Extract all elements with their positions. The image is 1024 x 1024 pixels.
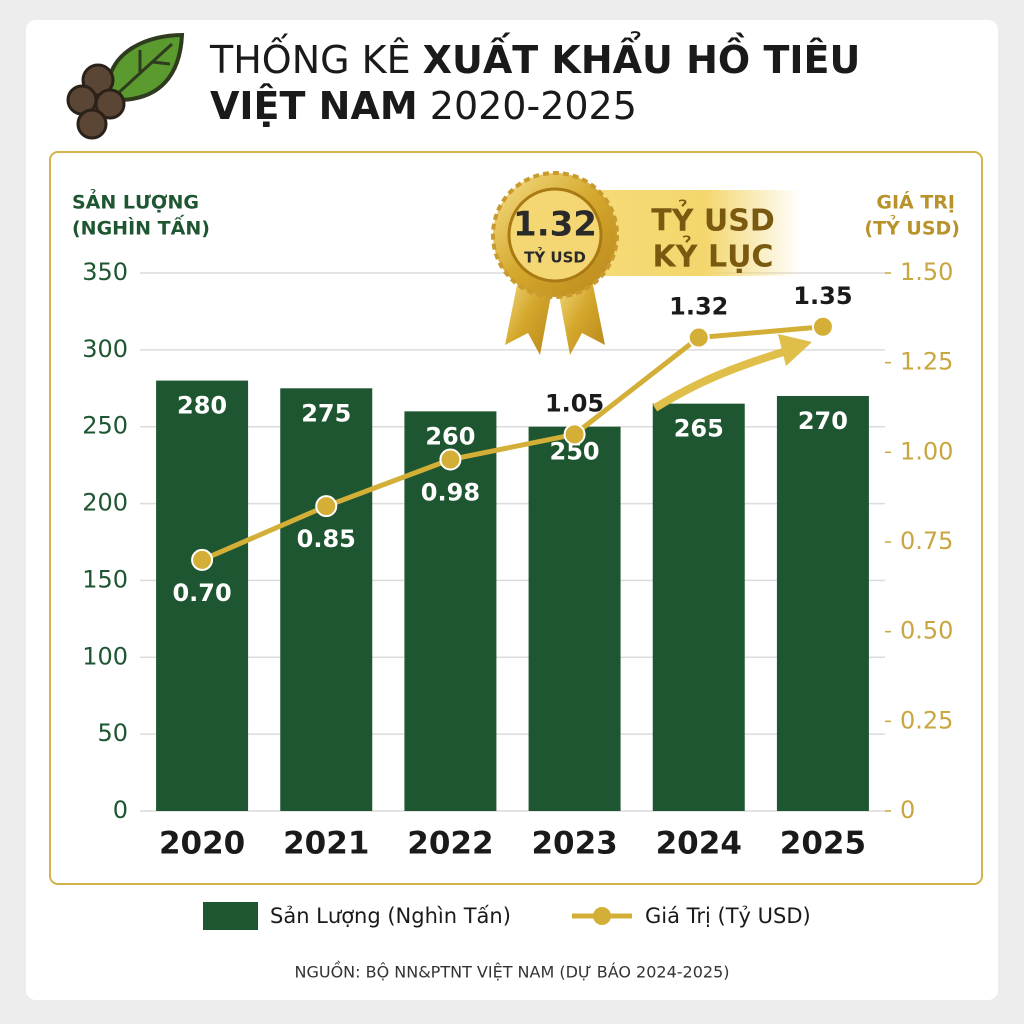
bar [652,403,745,811]
bar [528,426,621,811]
y-tick-label: 250 [82,412,128,440]
x-tick-label: 2023 [531,826,617,862]
y-tick-label: 50 [97,719,128,747]
line-point [315,495,338,518]
bar [280,388,373,811]
y2-tick-label: 0.50 [900,617,953,645]
record-badge: 1.32 TỶ USD TỶ USD KỶ LỤC [491,171,800,355]
line-point [563,423,586,446]
y2-axis-label: GIÁ TRỊ [876,191,955,214]
bar-value-label: 270 [798,407,848,435]
bar-value-label: 280 [177,392,227,420]
y2-tick-label: 0.75 [900,527,953,555]
y2-tick-label: 1.00 [900,437,953,465]
bar [776,395,869,811]
line-point [191,548,214,571]
legend-swatch [203,902,258,930]
legend-label: Giá Trị (Tỷ USD) [645,904,811,928]
badge-value: 1.32 [513,205,597,245]
source-note: NGUỒN: BỘ NN&PTNT VIỆT NAM (DỰ BÁO 2024-… [294,961,729,982]
pepper-icon [66,32,185,140]
x-tick-label: 2025 [780,826,866,862]
line-point [687,326,710,349]
y2-tick-label: 1.25 [900,348,953,376]
badge-text: KỶ LỤC [653,236,774,275]
y2-tick-label: 0 [900,796,915,824]
x-tick-label: 2022 [407,826,493,862]
x-tick-label: 2021 [283,826,369,862]
x-tick-label: 2020 [159,826,245,862]
chart-title: THỐNG KÊ XUẤT KHẨU HỒ TIÊU [209,32,860,82]
title-part: XUẤT KHẨU HỒ TIÊU [423,32,861,82]
line [201,324,824,563]
bar-value-label: 275 [301,399,351,427]
y-tick-label: 300 [82,335,128,363]
badge-text: TỶ USD [651,200,775,239]
y-tick-label: 0 [113,796,128,824]
line-value-label: 1.32 [669,293,728,321]
line-point [439,448,462,471]
bar-value-label: 265 [674,415,724,443]
plot: 0 50 100 150 200 250 300 350 0 0.25 0.50 0.75 1.00 1.… [82,258,953,862]
y-tick-label: 350 [82,258,128,286]
y-tick-label: 100 [82,642,128,670]
lines: 0.70 0.85 0.98 1.05 1.32 1.35 [172,282,852,607]
y2-tick-label: 1.50 [900,258,953,286]
title-part: THỐNG KÊ [209,34,411,82]
x-tick-label: 2024 [656,826,742,862]
line-value-label: 1.05 [545,389,604,417]
y-axis-label: SẢN LƯỢNG [72,189,199,214]
title-part: VIỆT NAM [210,84,418,128]
legend: Sản Lượng (Nghìn Tấn) Giá Trị (Tỷ USD) [203,902,811,930]
line-point [811,315,834,338]
y-tick-label: 200 [82,489,128,517]
y2-axis-label: (TỶ USD) [864,215,960,240]
bar-value-label: 260 [425,422,475,450]
y-tick-label: 150 [82,565,128,593]
bar [404,411,497,811]
badge-unit: TỶ USD [524,246,586,267]
line-value-label: 0.98 [421,479,480,507]
legend-swatch [593,907,611,925]
bar [156,380,249,811]
legend-label: Sản Lượng (Nghìn Tấn) [270,904,511,928]
trend-arrow [652,334,812,412]
chart-title: VIỆT NAM 2020-2025 [210,84,637,128]
line-value-label: 1.35 [793,282,852,310]
y2-tick-label: 0.25 [900,706,953,734]
y-axis-label: (NGHÌN TẤN) [72,214,210,240]
line-value-label: 0.85 [297,525,356,553]
line-value-label: 0.70 [172,579,231,607]
title-part: 2020-2025 [430,84,637,128]
